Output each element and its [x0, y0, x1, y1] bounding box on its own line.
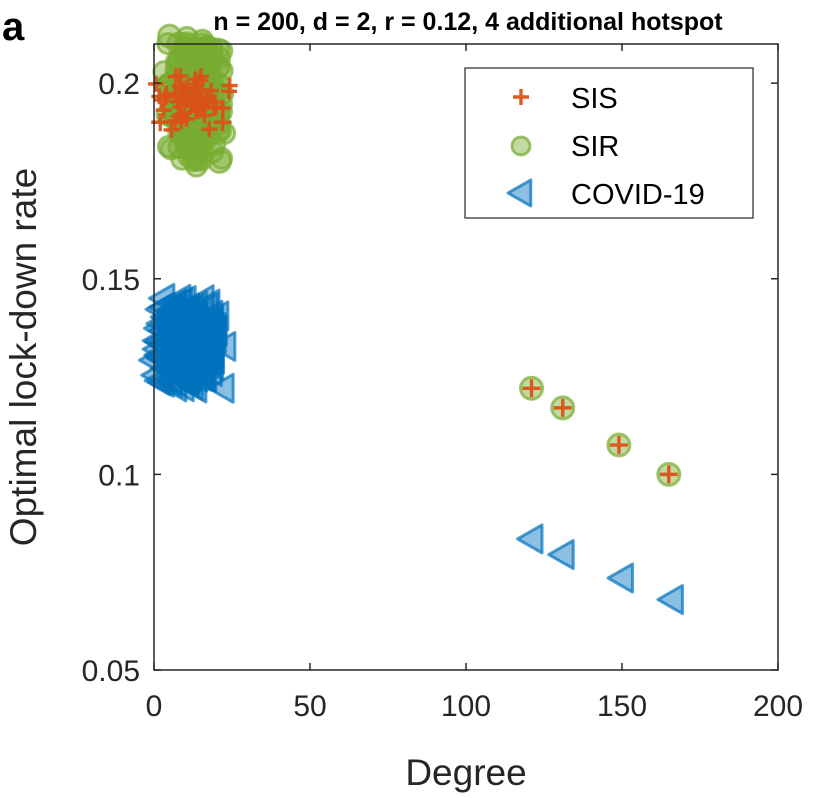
legend-label-sis: SIS: [571, 83, 618, 115]
covid-point: [547, 539, 575, 571]
covid-point: [159, 340, 187, 372]
x-tick-label: 100: [441, 690, 491, 723]
legend-label-sir: SIR: [571, 131, 619, 163]
sis-point: [175, 80, 192, 97]
sis-point: [522, 379, 541, 398]
data-points: [137, 23, 684, 616]
covid-point: [207, 372, 235, 404]
y-tick-label: 0.15: [82, 264, 140, 297]
legend-markers: [506, 89, 533, 208]
sis-point: [147, 75, 164, 92]
panel-label: a: [2, 5, 25, 49]
legend-marker-sis: [513, 89, 529, 105]
sis-point: [157, 85, 176, 104]
sis-point: [188, 76, 205, 93]
sis-point: [609, 436, 628, 455]
covid-point: [606, 562, 634, 594]
sis-point: [185, 97, 202, 114]
sis-point: [169, 93, 186, 110]
y-tick-label: 0.1: [98, 459, 140, 492]
x-axis-label: Degree: [405, 752, 526, 793]
series-sis-hotspots: [151, 85, 678, 484]
sis-point: [200, 89, 217, 106]
covid-point: [516, 523, 544, 555]
legend-label-covid: COVID-19: [571, 179, 705, 211]
x-tick-label: 50: [293, 690, 326, 723]
sis-point: [163, 121, 180, 138]
series-sis: [147, 67, 238, 138]
covid-point: [194, 327, 223, 359]
legend-marker-sir: [510, 135, 532, 157]
sis-point: [171, 77, 188, 94]
legend: SIS SIR COVID-19: [464, 67, 754, 219]
sis-point: [659, 465, 678, 484]
sir-point: [187, 52, 211, 76]
sis-point: [221, 83, 238, 100]
y-tick-label: 0.05: [82, 655, 140, 688]
legend-marker-covid: [506, 178, 533, 208]
sis-point: [167, 68, 184, 85]
covid-point: [141, 333, 170, 365]
covid-point: [656, 584, 684, 616]
x-tick-label: 0: [146, 690, 163, 723]
y-axis-label: Optimal lock-down rate: [3, 168, 44, 546]
covid-point: [180, 354, 209, 386]
sis-point: [553, 398, 572, 417]
sir-point: [207, 148, 233, 174]
sis-point: [201, 121, 218, 138]
x-tick-label: 150: [597, 690, 647, 723]
x-tick-label: 200: [753, 690, 803, 723]
chart-title: n = 200, d = 2, r = 0.12, 4 additional h…: [213, 8, 723, 36]
y-tick-label: 0.2: [98, 68, 140, 101]
series-covid-19: [137, 282, 684, 616]
covid-point: [147, 282, 176, 314]
axis-ticks: 0 50 100 150 200 0.05 0.1 0.15 0.2: [82, 44, 803, 723]
sis-point: [213, 113, 232, 132]
